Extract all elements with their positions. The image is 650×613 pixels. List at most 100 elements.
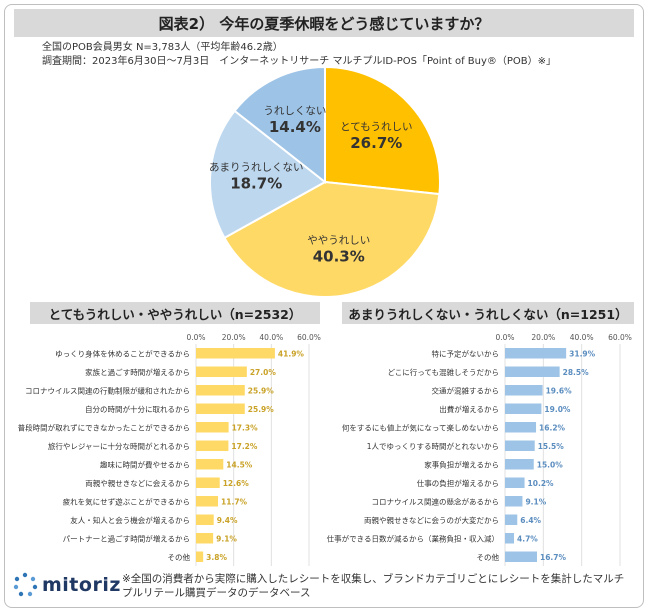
- value-label: 11.7%: [221, 497, 248, 506]
- left-bar-chart: 0.0% 20.0% 40.0% 60.0% ゆっくり身体を休めることができるから 41.…: [18, 333, 321, 566]
- pie-slice: [233, 65, 326, 185]
- value-label: 25.9%: [248, 405, 275, 414]
- pie-category-label: とてもうれしい: [340, 121, 412, 133]
- category-label: その他: [477, 552, 500, 562]
- bar: [505, 533, 515, 544]
- category-label: 疲れを気にせず遊ぶことができるから: [63, 496, 190, 506]
- bar: [505, 440, 535, 451]
- pie-category-label: うれしくない: [263, 105, 326, 117]
- category-label: 趣味に時間が費やせるから: [100, 459, 190, 469]
- sample-info: 全国のPOB会員男女 N=3,783人（平均年齢46.2歳）: [42, 42, 283, 53]
- category-label: 旅行やレジャーに十分な時間がとれるから: [48, 441, 190, 451]
- bar: [196, 366, 247, 377]
- pie-value-label: 14.4%: [269, 118, 321, 136]
- category-label: 特に予定がないから: [432, 348, 500, 358]
- bar: [505, 366, 560, 377]
- value-label: 28.5%: [563, 368, 590, 377]
- category-label: 普段時間が取れずにできなかったことができるから: [18, 422, 190, 432]
- bar: [196, 533, 214, 544]
- value-label: 9.1%: [216, 534, 237, 543]
- category-label: コロナウイルス関連の懸念があるから: [372, 496, 500, 506]
- value-label: 41.9%: [278, 349, 305, 358]
- bar: [196, 477, 220, 488]
- bar: [505, 348, 567, 359]
- figure-title: 図表2） 今年の夏季休暇をどう感じていますか？: [14, 9, 634, 37]
- x-tick-label: 60.0%: [608, 333, 632, 342]
- category-label: 家族と過ごす時間が増えるから: [85, 367, 190, 377]
- period-info: 調査期間：2023年6月30日～7月3日 インターネットリサーチ マルチプルID…: [42, 56, 557, 67]
- x-tick-label: 20.0%: [531, 333, 555, 342]
- pie-slice: [324, 65, 441, 196]
- value-label: 15.0%: [537, 460, 564, 469]
- category-label: 交通が混雑するから: [432, 385, 500, 395]
- category-label: 1人でゆっくりする時間がとれないから: [367, 441, 499, 451]
- pie-value-label: 40.3%: [313, 248, 365, 266]
- bar: [505, 459, 534, 470]
- category-label: 両親や親せきなどに会うのが大変だから: [364, 515, 499, 525]
- bar: [196, 459, 224, 470]
- mitoriz-logo: mitoriz: [12, 572, 121, 598]
- x-tick-label: 60.0%: [297, 333, 321, 342]
- bar: [196, 403, 245, 414]
- category-label: 仕事の負担が増えるから: [417, 478, 499, 488]
- category-label: 何をするにも値上が気になって楽しめないから: [342, 422, 499, 432]
- bar: [505, 551, 538, 562]
- category-label: コロナウイルス関連の行動制限が緩和されたから: [25, 385, 190, 395]
- value-label: 12.6%: [223, 479, 250, 488]
- bar: [505, 403, 542, 414]
- pie-value-label: 18.7%: [230, 174, 282, 192]
- value-label: 17.2%: [231, 442, 258, 451]
- value-label: 15.5%: [538, 442, 565, 451]
- mitoriz-logo-text: mitoriz: [42, 574, 121, 596]
- bar: [196, 385, 245, 396]
- pie-category-label: ややうれしい: [307, 235, 370, 247]
- left-chart-title: とてもうれしい・ややうれしい（n=2532）: [30, 302, 320, 324]
- bar: [196, 496, 219, 507]
- bar: [196, 440, 229, 451]
- bar: [196, 551, 204, 562]
- bar: [505, 422, 537, 433]
- x-tick-label: 20.0%: [222, 333, 246, 342]
- category-label: 友人・知人と会う機会が増えるから: [70, 515, 190, 525]
- value-label: 16.2%: [539, 423, 566, 432]
- value-label: 9.1%: [525, 497, 546, 506]
- category-label: 家事負担が増えるから: [424, 459, 499, 469]
- value-label: 4.7%: [517, 534, 538, 543]
- footnote: ※全国の消費者から実際に購入したレシートを収集し、ブランドカテゴリごとにレシート…: [122, 573, 625, 599]
- value-label: 25.9%: [248, 386, 275, 395]
- value-label: 16.7%: [540, 553, 567, 562]
- value-label: 6.4%: [520, 516, 541, 525]
- pie-slice: [223, 180, 441, 298]
- value-label: 27.0%: [250, 368, 277, 377]
- bar: [505, 514, 518, 525]
- bar: [196, 422, 229, 433]
- value-label: 19.6%: [546, 386, 573, 395]
- right-chart-title: あまりうれしくない・うれしくない（n=1251）: [342, 302, 634, 324]
- value-label: 19.0%: [544, 405, 571, 414]
- x-tick-label: 0.0%: [495, 333, 514, 342]
- right-bar-chart: 0.0% 20.0% 40.0% 60.0% 特に予定がないから 31.9% どこに行っても…: [327, 333, 632, 566]
- value-label: 31.9%: [569, 349, 596, 358]
- bar: [505, 385, 543, 396]
- category-label: 自分の時間が十分に取れるから: [85, 404, 190, 414]
- category-label: パートナーと過ごす時間が増えるから: [63, 533, 190, 543]
- value-label: 14.5%: [226, 460, 253, 469]
- category-label: その他: [168, 552, 191, 562]
- value-label: 3.8%: [206, 553, 227, 562]
- value-label: 9.4%: [217, 516, 238, 525]
- pie-slice: [209, 109, 327, 240]
- category-label: ゆっくり身体を休めることができるから: [55, 348, 190, 358]
- bar: [505, 477, 525, 488]
- survey-meta: 全国のPOB会員男女 N=3,783人（平均年齢46.2歳） 調査期間：2023…: [42, 41, 556, 69]
- value-label: 10.2%: [528, 479, 555, 488]
- x-tick-label: 40.0%: [259, 333, 283, 342]
- category-label: 両親や親せきなどに会えるから: [85, 478, 190, 488]
- bar: [196, 348, 275, 359]
- pie-category-label: あまりうれしくない: [209, 161, 304, 173]
- category-label: 仕事ができる日数が減るから（業務負担・収入減）: [327, 533, 499, 543]
- bar: [196, 514, 214, 525]
- figure-frame: [4, 4, 644, 608]
- category-label: どこに行っても混雑しそうだから: [387, 367, 499, 377]
- value-label: 17.3%: [232, 423, 259, 432]
